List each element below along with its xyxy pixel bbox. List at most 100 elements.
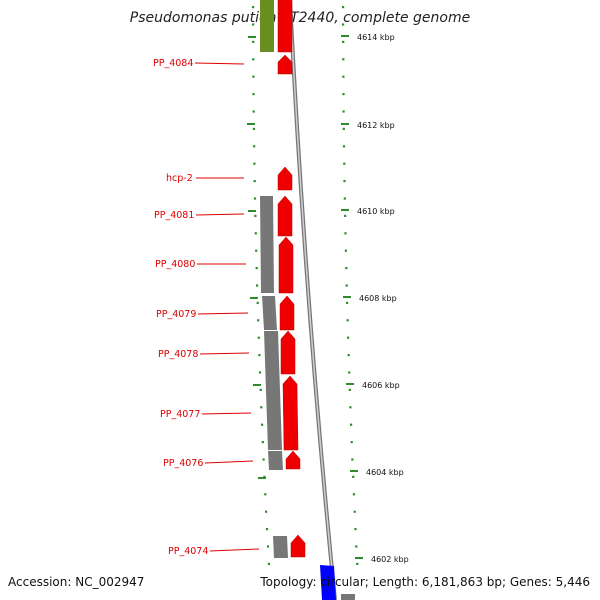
ruler-dot — [265, 510, 268, 513]
gene-arrow — [282, 375, 299, 451]
accession-text: Accession: NC_002947 — [8, 575, 144, 589]
ruler-dot — [259, 388, 262, 391]
gene-arrow — [277, 195, 293, 237]
map-title: Pseudomonas putida KT2440, complete geno… — [130, 10, 470, 26]
gene-label-group: PP_4084 — [153, 58, 245, 69]
ruler-dot — [254, 214, 257, 217]
gene-arrow — [277, 54, 293, 75]
gene-label-hcp2: hcp-2 — [166, 173, 193, 184]
ruler-dot — [258, 354, 261, 357]
ruler-dot — [267, 562, 270, 565]
ruler-dot — [352, 493, 355, 496]
ruler-dot — [265, 528, 269, 531]
kbp-label-4602: 4602 kbp — [371, 555, 409, 564]
gene-label-pp4077: PP_4077 — [160, 409, 200, 420]
genome-summary-text: Topology: circular; Length: 6,181,863 bp… — [259, 575, 590, 589]
right-ruler-dots — [342, 6, 359, 565]
ruler-dot — [252, 6, 255, 9]
ruler-dot — [350, 441, 353, 444]
blast-hit-block — [260, 196, 274, 293]
ruler-dot — [354, 528, 357, 531]
ruler-dot — [252, 75, 255, 78]
gene-label-group: PP_4078 — [158, 349, 250, 360]
kbp-label-4608: 4608 kbp — [359, 294, 397, 303]
ruler-dot — [342, 145, 346, 148]
kbp-tick: 4602 kbp — [355, 555, 409, 564]
ruler-dot — [256, 301, 259, 304]
gene-arrow — [280, 330, 296, 375]
ruler-dot — [347, 336, 350, 339]
ruler-dot — [342, 23, 345, 26]
ruler-dot — [253, 162, 256, 165]
gene-label-group: PP_4074 — [168, 546, 260, 557]
blast-hit-block — [264, 331, 282, 450]
gene-label-group: hcp-2 — [166, 173, 244, 184]
ruler-dot — [253, 180, 256, 183]
gene-arrow — [279, 295, 295, 331]
ruler-dot — [346, 301, 349, 304]
genome-backbone-arc — [288, 0, 337, 600]
ruler-dot — [346, 319, 349, 322]
ruler-dot — [344, 232, 347, 235]
gene-label-pp4076: PP_4076 — [163, 458, 203, 469]
gene-label-pp4079: PP_4079 — [156, 309, 196, 320]
gene-label-pp4080: PP_4080 — [155, 259, 195, 270]
ruler-dot — [352, 475, 355, 478]
kbp-label-4610: 4610 kbp — [357, 207, 395, 216]
gene-label-group: PP_4077 — [160, 409, 252, 420]
gene-arrow — [290, 534, 306, 558]
gene-label-pp4078: PP_4078 — [158, 349, 198, 360]
ruler-dot — [264, 493, 267, 496]
ruler-dot — [252, 40, 255, 43]
ruler-dot — [342, 110, 345, 113]
ruler-dot — [348, 388, 351, 391]
ruler-dot — [254, 232, 257, 235]
ruler-dot — [252, 23, 255, 26]
ruler-dot — [350, 423, 353, 426]
ruler-dot — [347, 354, 350, 357]
ruler-dot — [349, 406, 352, 409]
ruler-dot — [262, 458, 265, 461]
ruler-dot — [253, 145, 256, 148]
blast-hit-block — [262, 296, 277, 330]
ruler-dot — [252, 110, 255, 113]
gene-label-group: PP_4076 — [163, 458, 254, 469]
left-ruler-ticks — [247, 36, 266, 479]
gene-label-pp4084: PP_4084 — [153, 58, 193, 69]
blast-hit-block — [268, 451, 283, 470]
ruler-dot — [342, 75, 345, 78]
ruler-dot — [257, 336, 260, 339]
ruler-dot — [255, 249, 258, 252]
gene-feature-olive — [260, 0, 274, 52]
genome-backbone-arc-highlight — [289, 0, 336, 600]
forward-genes — [277, 0, 306, 558]
ruler-dot — [255, 267, 258, 270]
ruler-dot — [348, 371, 351, 374]
ruler-dot — [355, 545, 358, 548]
blast-hit-features — [260, 196, 355, 600]
ruler-dot — [252, 127, 255, 130]
gene-arrow — [278, 236, 294, 294]
kbp-label-4604: 4604 kbp — [366, 468, 404, 477]
ruler-dot — [263, 475, 266, 478]
left-ruler-dots — [252, 6, 270, 565]
ruler-dot — [351, 458, 354, 461]
gene-arrow — [277, 166, 293, 191]
gene-label-pp4081: PP_4081 — [154, 210, 194, 221]
kbp-tick: 4604 kbp — [350, 468, 404, 477]
ruler-dot — [343, 197, 346, 200]
gene-label-group: PP_4080 — [155, 259, 246, 270]
ruler-dot — [356, 562, 359, 565]
kbp-tick: 4612 kbp — [341, 121, 395, 130]
ruler-dot — [343, 180, 346, 183]
ruler-dot — [256, 284, 259, 287]
kbp-label-4612: 4612 kbp — [357, 121, 395, 130]
ruler-dot — [344, 249, 347, 252]
ruler-dot — [252, 93, 255, 96]
ruler-dot — [342, 6, 345, 9]
ruler-dot — [257, 319, 260, 322]
gene-label-group: PP_4081 — [154, 210, 245, 221]
ruler-dot — [342, 93, 345, 96]
ruler-dot — [261, 423, 264, 426]
